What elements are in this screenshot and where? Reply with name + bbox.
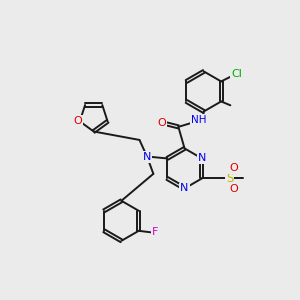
Text: O: O bbox=[229, 163, 238, 173]
Text: N: N bbox=[180, 184, 189, 194]
Text: Cl: Cl bbox=[231, 69, 242, 79]
Text: F: F bbox=[152, 227, 158, 237]
Text: O: O bbox=[73, 116, 82, 126]
Text: O: O bbox=[229, 184, 238, 194]
Text: N: N bbox=[143, 152, 152, 162]
Text: N: N bbox=[198, 153, 206, 164]
Text: S: S bbox=[226, 172, 233, 185]
Text: NH: NH bbox=[191, 115, 206, 125]
Text: O: O bbox=[158, 118, 167, 128]
